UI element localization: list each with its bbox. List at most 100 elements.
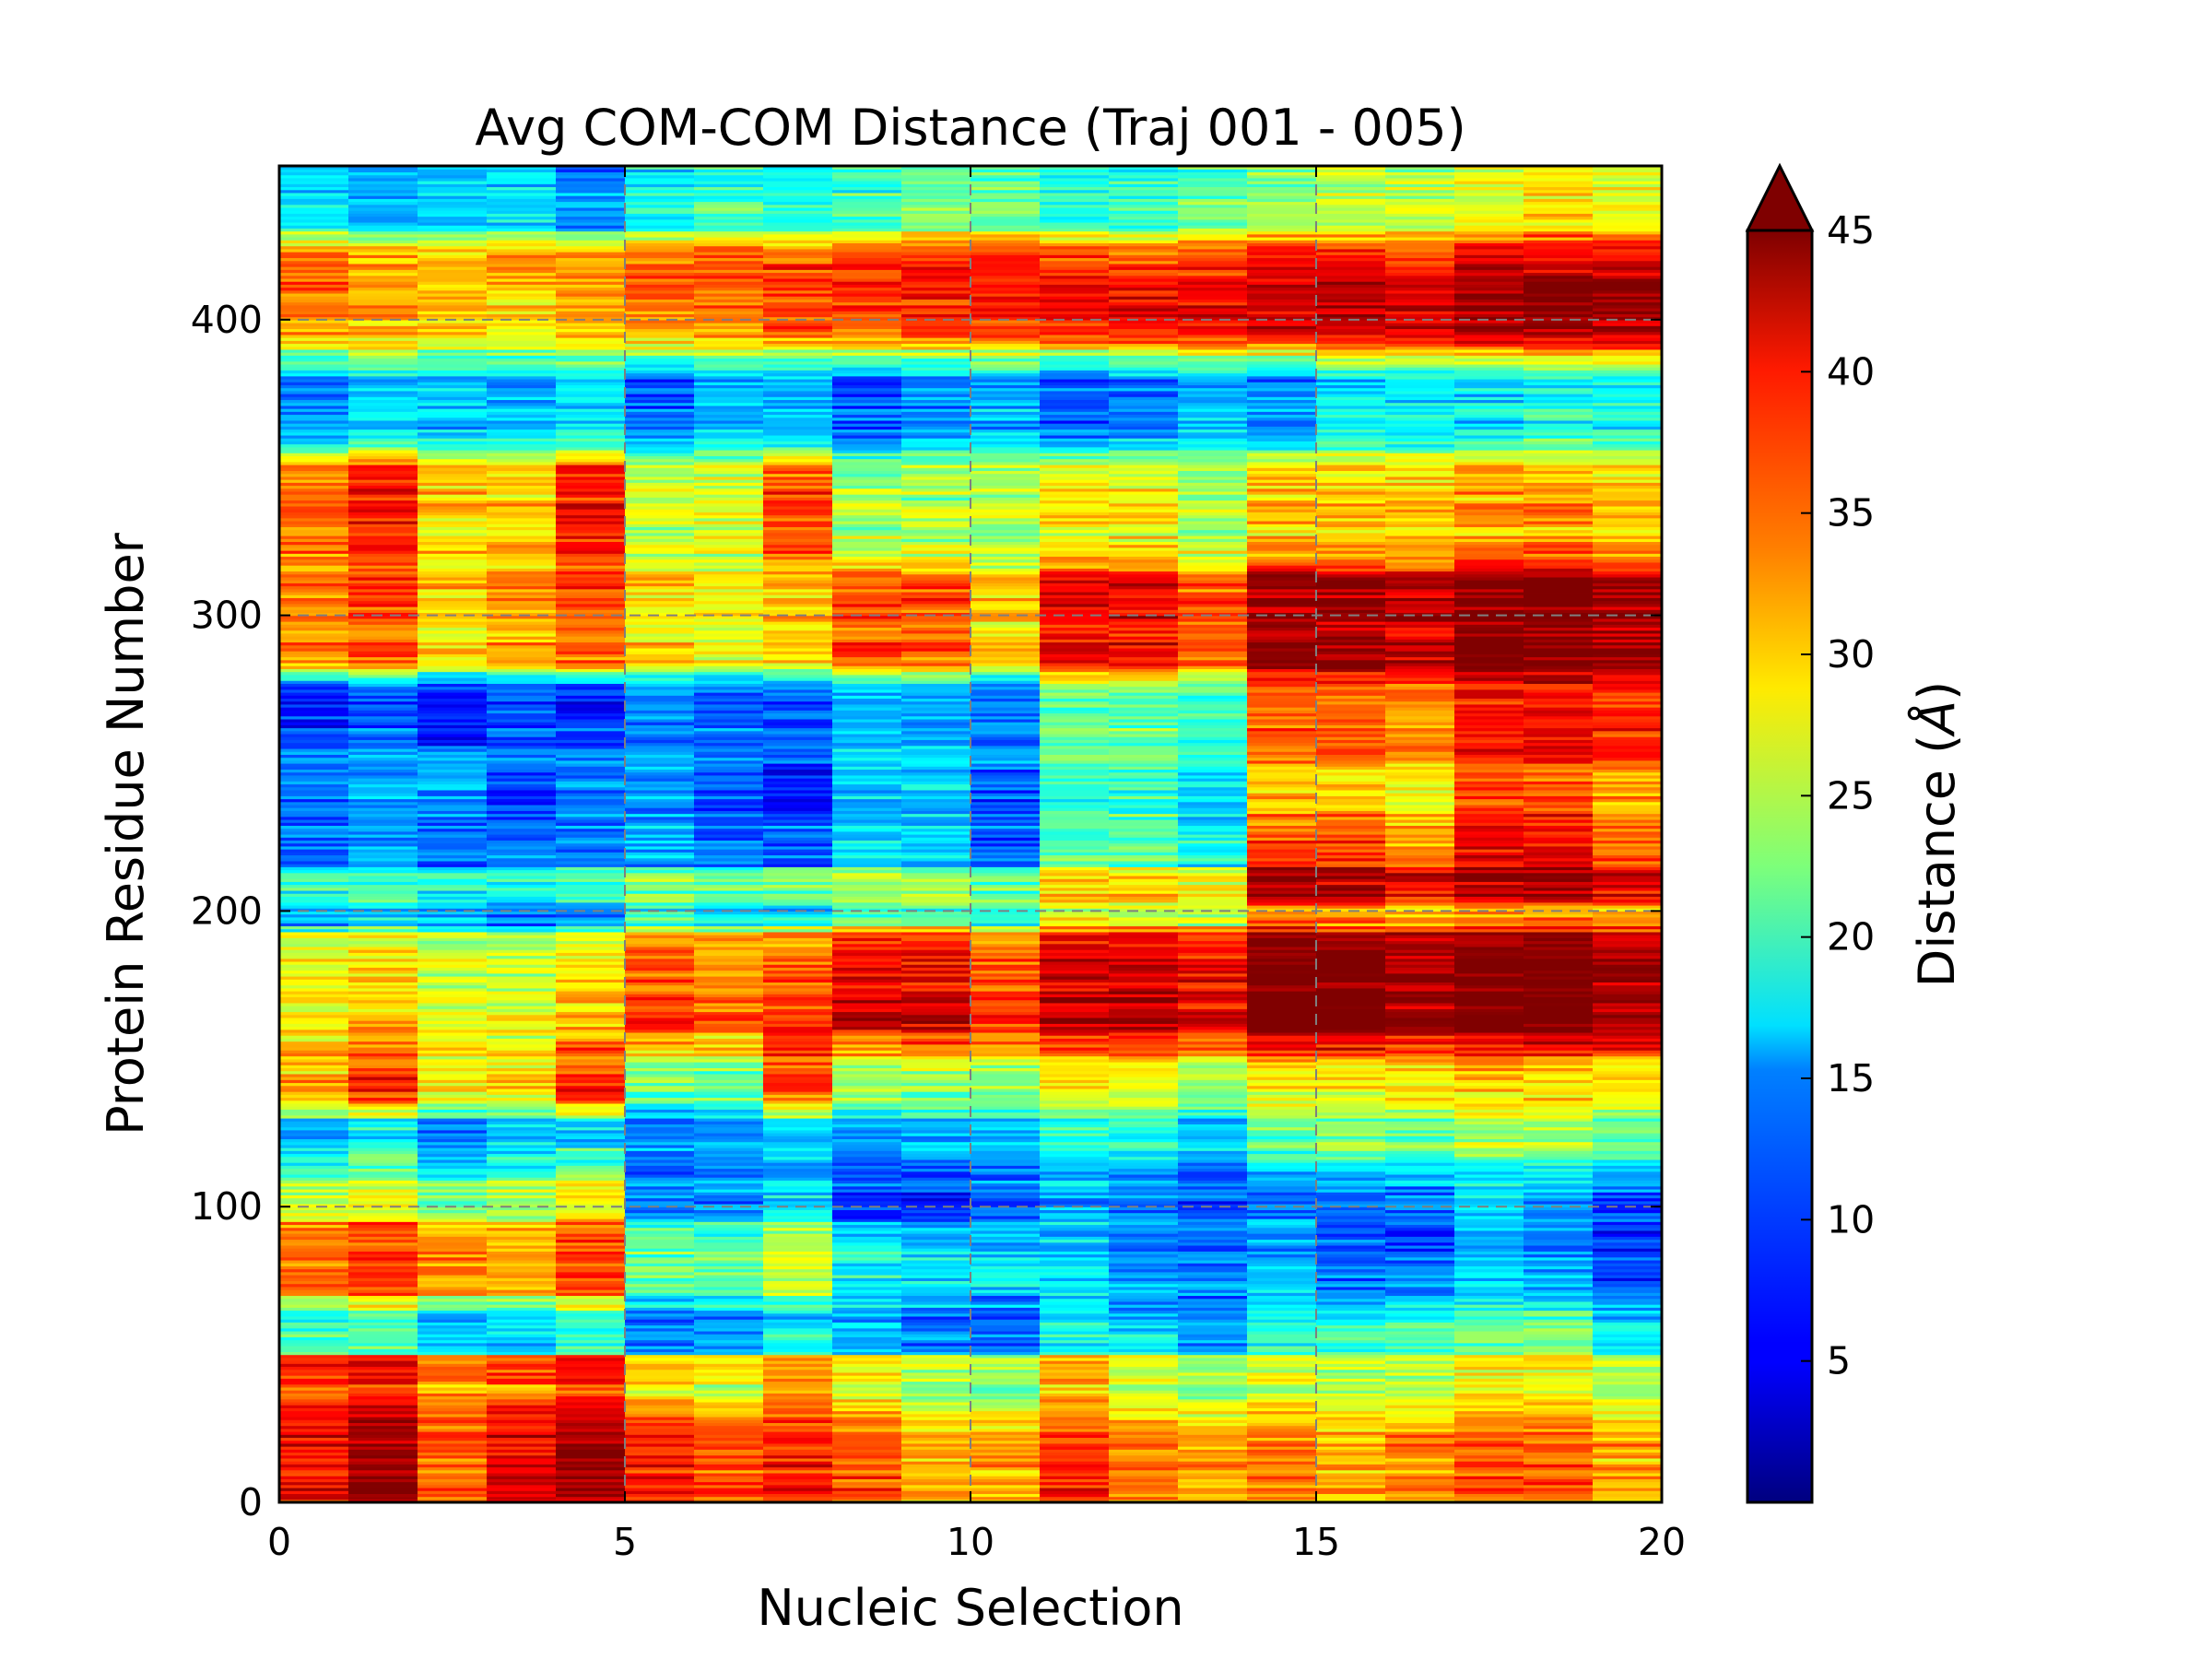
heatmap-cell [556,387,626,392]
heatmap-cell [832,804,902,808]
heatmap-cell [625,913,695,918]
heatmap-cell [418,517,488,522]
heatmap-cell [763,1487,833,1491]
heatmap-cell [625,254,695,259]
heatmap-cell [832,550,902,554]
heatmap-cell [279,378,349,382]
heatmap-cell [763,1194,833,1199]
heatmap-cell [556,783,626,788]
heatmap-cell [625,360,695,365]
heatmap-cell [279,1307,349,1312]
heatmap-cell [625,565,695,569]
heatmap-cell [832,822,902,826]
heatmap-cell [279,1230,349,1234]
heatmap-cell [971,1038,1041,1042]
heatmap-cell [971,627,1041,631]
heatmap-cell [418,1393,488,1397]
heatmap-cell [832,1058,902,1063]
heatmap-cell [901,429,971,433]
heatmap-cell [279,1259,349,1264]
heatmap-cell [694,597,764,602]
heatmap-cell [832,1457,902,1462]
heatmap-cell [487,240,557,244]
heatmap-cell [1040,1484,1110,1488]
heatmap-cell [279,1330,349,1335]
heatmap-cell [971,1271,1041,1276]
heatmap-cell [694,1336,764,1341]
heatmap-cell [556,668,626,673]
heatmap-cell [418,571,488,575]
heatmap-cell [279,1319,349,1323]
heatmap-cell [832,363,902,368]
heatmap-cell [971,1437,1041,1441]
heatmap-cell [487,1200,557,1205]
heatmap-cell [763,470,833,475]
heatmap-cell [556,1295,626,1300]
heatmap-cell [971,233,1041,238]
heatmap-cell [418,683,488,688]
heatmap-cell [279,363,349,368]
heatmap-cell [694,580,764,583]
heatmap-cell [694,733,764,737]
heatmap-cell [763,206,833,211]
heatmap-cell [279,423,349,427]
heatmap-cell [694,618,764,622]
heatmap-cell [901,967,971,971]
heatmap-cell [971,556,1041,560]
heatmap-cell [901,192,971,196]
heatmap-cell [901,698,971,702]
heatmap-cell [556,1053,626,1057]
heatmap-cell [348,783,418,788]
heatmap-cell [279,958,349,962]
heatmap-cell [763,771,833,776]
heatmap-cell [832,1011,902,1016]
heatmap-cell [487,1227,557,1231]
heatmap-cell [418,198,488,203]
heatmap-cell [556,970,626,974]
heatmap-cell [556,245,626,250]
heatmap-cell [348,707,418,711]
heatmap-cell [625,651,695,654]
heatmap-cell [971,771,1041,776]
heatmap-cell [971,1124,1041,1128]
heatmap-cell [348,358,418,362]
heatmap-cell [763,869,833,874]
heatmap-cell [556,842,626,847]
heatmap-cell [556,692,626,696]
heatmap-cell [901,715,971,720]
heatmap-cell [694,186,764,191]
heatmap-cell [348,1218,418,1222]
heatmap-cell [763,733,833,737]
heatmap-cell [832,781,902,785]
heatmap-cell [348,1129,418,1134]
heatmap-cell [487,1168,557,1172]
heatmap-cell [763,343,833,347]
heatmap-cell [901,1094,971,1099]
heatmap-cell [556,1082,626,1087]
heatmap-cell [556,419,626,424]
heatmap-cell [832,893,902,897]
heatmap-cell [832,236,902,241]
heatmap-cell [348,1038,418,1042]
heatmap-cell [556,700,626,705]
heatmap-cell [556,736,626,740]
heatmap-cell [556,1315,626,1320]
heatmap-cell [418,325,488,330]
heatmap-cell [763,778,833,782]
heatmap-cell [418,1102,488,1107]
heatmap-cell [487,1390,557,1394]
heatmap-cell [832,296,902,300]
heatmap-cell [901,1457,971,1462]
heatmap-cell [487,680,557,684]
heatmap-cell [625,854,695,859]
heatmap-cell [418,1354,488,1359]
heatmap-cell [418,378,488,382]
heatmap-cell [971,526,1041,531]
heatmap-cell [832,1478,902,1483]
heatmap-cell [418,629,488,634]
heatmap-cell [418,955,488,959]
heatmap-cell [556,1363,626,1368]
heatmap-cell [832,1156,902,1160]
heatmap-cell [901,230,971,235]
heatmap-cell [487,1233,557,1237]
